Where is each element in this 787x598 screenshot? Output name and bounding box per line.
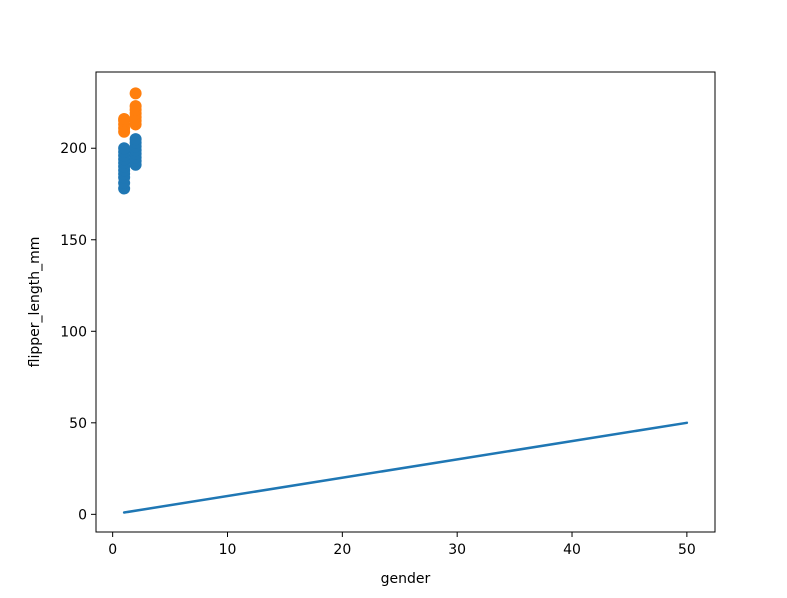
x-axis: 0 10 20 30 40 50 [108, 532, 696, 558]
scatter-point-series-2 [118, 112, 131, 125]
y-tick-label: 150 [60, 233, 87, 249]
x-axis-label: gender [381, 571, 431, 587]
x-tick-label: 30 [448, 542, 466, 558]
y-tick-label: 0 [78, 507, 87, 523]
y-tick-label: 200 [60, 141, 87, 157]
scatter-point-series-2 [129, 100, 142, 113]
scatter-point-series-2 [129, 87, 142, 100]
scatter-point-series-1 [118, 142, 131, 155]
x-tick-label: 20 [333, 542, 351, 558]
scatter-point-series-1 [129, 133, 142, 146]
x-tick-label: 10 [219, 542, 237, 558]
y-tick-label: 100 [60, 324, 87, 340]
y-axis-label: flipper_length_mm [27, 237, 43, 368]
x-tick-label: 0 [108, 542, 117, 558]
y-tick-label: 50 [69, 416, 87, 432]
plot-content [118, 87, 689, 514]
y-axis: 0 50 100 150 200 [60, 141, 96, 523]
x-tick-label: 50 [678, 542, 696, 558]
x-tick-label: 40 [563, 542, 581, 558]
plot-frame [95, 71, 716, 533]
series-line [122, 421, 689, 514]
